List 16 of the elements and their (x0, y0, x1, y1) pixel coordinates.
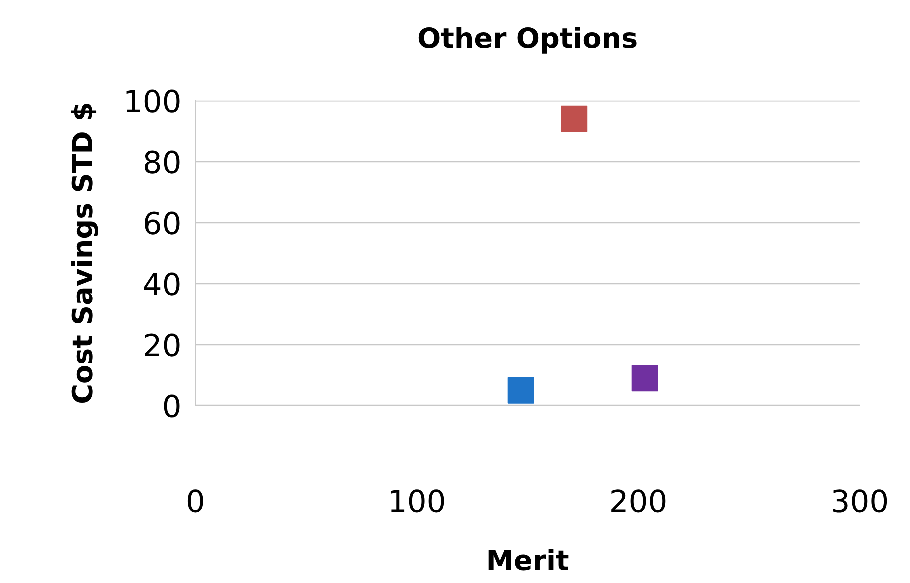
x-tick-label: 300 (833, 490, 888, 513)
y-tick-label: 60 (145, 212, 180, 235)
point (632, 365, 658, 392)
y-tick-label: 20 (145, 334, 180, 357)
x-axis-title: Merit (488, 549, 569, 571)
y-axis-title: Cost Savings STD $ (71, 104, 98, 404)
x-tick-label: 100 (391, 490, 444, 513)
y-tick-label: 0 (164, 394, 180, 418)
y-tick-label: 100 (126, 90, 180, 113)
y-tick-label: 40 (144, 272, 180, 296)
y-tick-label: 80 (144, 150, 180, 174)
chart-title: Other Options (418, 26, 637, 54)
point (508, 377, 534, 404)
point (560, 106, 588, 132)
x-tick-label: 0 (188, 490, 204, 513)
x-tick-label: 200 (612, 490, 666, 513)
